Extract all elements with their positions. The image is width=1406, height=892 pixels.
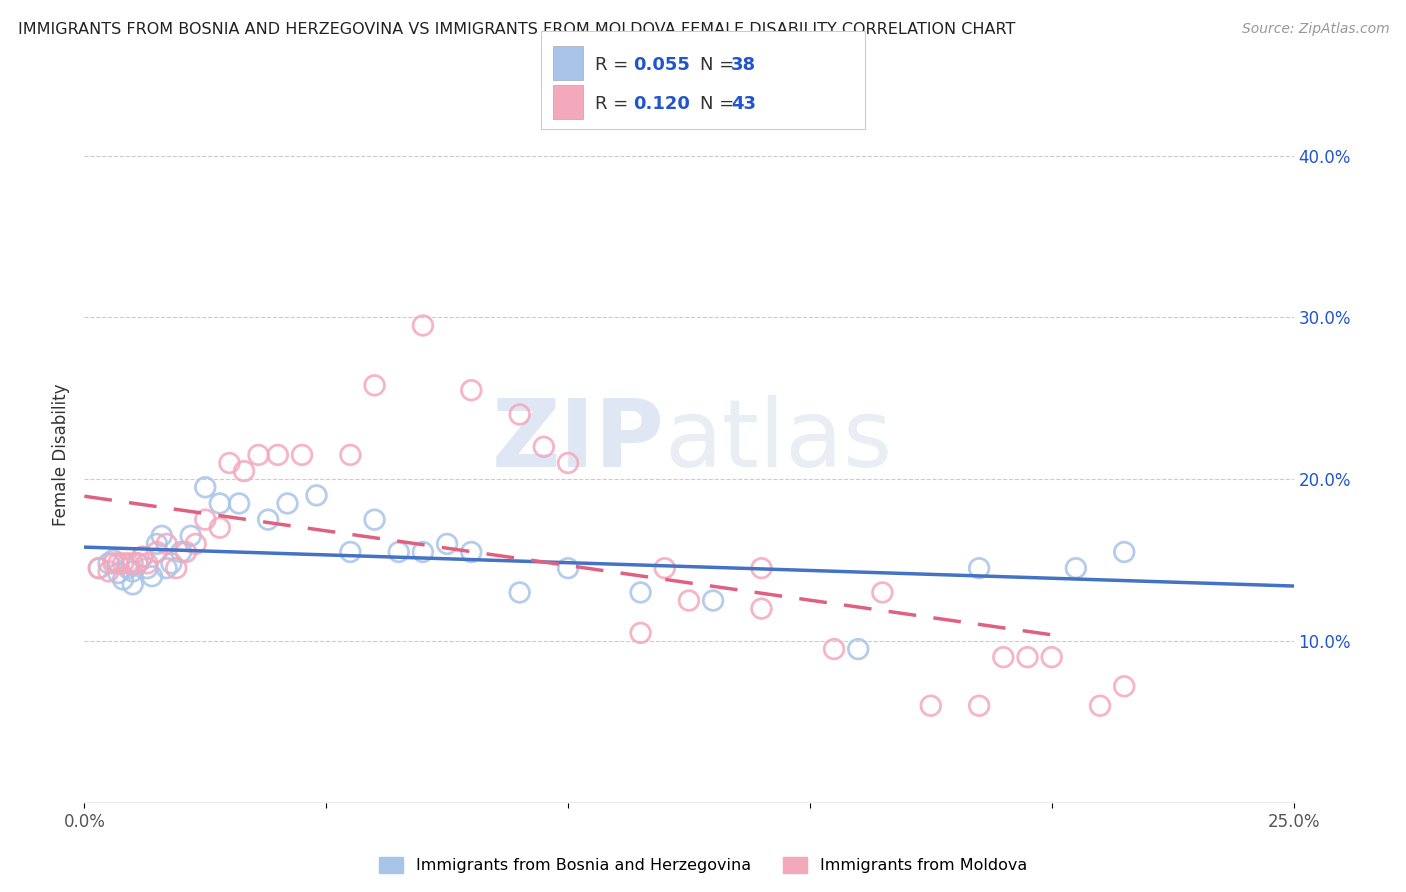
Point: [1114, 679, 1136, 693]
Point: [1088, 698, 1111, 713]
Point: [1040, 650, 1063, 665]
Point: [208, 521, 231, 535]
Point: [751, 561, 773, 575]
Text: 38: 38: [731, 56, 756, 74]
Point: [702, 593, 724, 607]
Point: [363, 378, 385, 392]
Point: [155, 537, 177, 551]
Point: [165, 561, 187, 575]
Point: [194, 513, 217, 527]
Point: [412, 545, 434, 559]
Point: [412, 318, 434, 333]
Point: [136, 557, 159, 571]
Text: 43: 43: [731, 95, 756, 113]
Point: [146, 537, 169, 551]
Point: [103, 553, 125, 567]
Point: [291, 448, 314, 462]
Point: [180, 529, 202, 543]
Text: N =: N =: [700, 56, 740, 74]
Text: 0.120: 0.120: [633, 95, 689, 113]
Text: ZIP: ZIP: [492, 395, 665, 487]
Point: [131, 549, 153, 564]
Point: [127, 557, 149, 571]
Point: [117, 557, 139, 571]
Point: [967, 561, 990, 575]
Point: [654, 561, 676, 575]
Point: [150, 529, 173, 543]
Point: [533, 440, 555, 454]
Point: [127, 557, 149, 571]
Point: [267, 448, 290, 462]
Legend: Immigrants from Bosnia and Herzegovina, Immigrants from Moldova: Immigrants from Bosnia and Herzegovina, …: [373, 850, 1033, 880]
Point: [557, 561, 579, 575]
Point: [97, 557, 120, 571]
Point: [630, 626, 652, 640]
Point: [218, 456, 240, 470]
Point: [131, 549, 153, 564]
Point: [967, 698, 990, 713]
Point: [174, 545, 197, 559]
Point: [305, 488, 328, 502]
Point: [509, 408, 531, 422]
Point: [846, 642, 869, 657]
Point: [363, 513, 385, 527]
Point: [146, 545, 169, 559]
Point: [460, 383, 482, 397]
Point: [1017, 650, 1039, 665]
Text: R =: R =: [595, 95, 640, 113]
Point: [87, 561, 110, 575]
Point: [160, 557, 183, 571]
Point: [155, 561, 177, 575]
Point: [339, 545, 361, 559]
Point: [509, 585, 531, 599]
Text: Source: ZipAtlas.com: Source: ZipAtlas.com: [1241, 22, 1389, 37]
Text: N =: N =: [700, 95, 740, 113]
Y-axis label: Female Disability: Female Disability: [52, 384, 70, 526]
Point: [557, 456, 579, 470]
Point: [247, 448, 270, 462]
Point: [107, 557, 129, 571]
Point: [1064, 561, 1087, 575]
Point: [121, 557, 143, 571]
Point: [194, 480, 217, 494]
Point: [112, 573, 135, 587]
Text: R =: R =: [595, 56, 634, 74]
Point: [388, 545, 411, 559]
Point: [257, 513, 280, 527]
Point: [141, 569, 163, 583]
Point: [97, 565, 120, 579]
Point: [121, 577, 143, 591]
Point: [1114, 545, 1136, 559]
Point: [208, 496, 231, 510]
Point: [678, 593, 700, 607]
Point: [920, 698, 942, 713]
Point: [630, 585, 652, 599]
Text: atlas: atlas: [665, 395, 893, 487]
Point: [170, 545, 193, 559]
Point: [436, 537, 458, 551]
Point: [107, 566, 129, 580]
Point: [823, 642, 845, 657]
Text: IMMIGRANTS FROM BOSNIA AND HERZEGOVINA VS IMMIGRANTS FROM MOLDOVA FEMALE DISABIL: IMMIGRANTS FROM BOSNIA AND HERZEGOVINA V…: [18, 22, 1015, 37]
Point: [103, 557, 125, 571]
Point: [112, 557, 135, 571]
Point: [339, 448, 361, 462]
Point: [872, 585, 894, 599]
Point: [228, 496, 250, 510]
Point: [276, 496, 298, 510]
Point: [121, 565, 143, 579]
Point: [184, 537, 207, 551]
Text: 0.055: 0.055: [633, 56, 689, 74]
Point: [87, 561, 110, 575]
Point: [993, 650, 1015, 665]
Point: [136, 561, 159, 575]
Point: [117, 561, 139, 575]
Point: [460, 545, 482, 559]
Point: [233, 464, 256, 478]
Point: [751, 601, 773, 615]
